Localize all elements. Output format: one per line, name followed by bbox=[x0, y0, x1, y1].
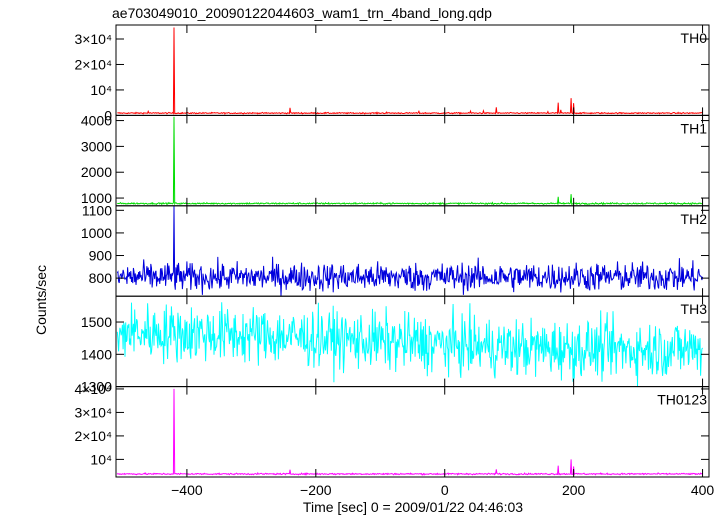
y-tick-label: 10⁴ bbox=[90, 451, 112, 467]
y-tick-label: 1000 bbox=[81, 225, 112, 241]
x-tick-label: 400 bbox=[691, 482, 715, 498]
series-line-th3 bbox=[116, 302, 704, 387]
panel-label-th3: TH3 bbox=[681, 301, 708, 317]
y-tick-label: 3×10⁴ bbox=[74, 31, 112, 47]
y-tick-label: 1300 bbox=[81, 379, 112, 395]
x-tick-label: 0 bbox=[441, 482, 449, 498]
x-tick-label: −200 bbox=[300, 482, 332, 498]
x-axis-label: Time [sec] 0 = 2009/01/22 04:46:03 bbox=[303, 499, 523, 515]
y-tick-label: 0 bbox=[104, 107, 112, 123]
panel-frame-th0123 bbox=[115, 386, 710, 478]
series-line-th0 bbox=[117, 27, 704, 115]
y-tick-label: 4×10⁴ bbox=[74, 381, 112, 397]
y-tick-label: 900 bbox=[89, 248, 113, 264]
y-tick-label: 2000 bbox=[81, 164, 112, 180]
y-tick-label: 2×10⁴ bbox=[74, 428, 112, 444]
series-line-th1 bbox=[116, 116, 703, 206]
y-tick-label: 3×10⁴ bbox=[74, 404, 112, 420]
y-tick-label: 4000 bbox=[81, 113, 112, 129]
y-tick-label: 2×10⁴ bbox=[74, 56, 112, 72]
y-tick-label: 3000 bbox=[81, 138, 112, 154]
y-axis-label: Counts/sec bbox=[33, 265, 49, 335]
x-tick-label: −400 bbox=[171, 482, 203, 498]
series-line-th2 bbox=[116, 205, 704, 297]
y-tick-label: 1000 bbox=[81, 190, 112, 206]
x-tick-label: 200 bbox=[562, 482, 586, 498]
panel-label-th1: TH1 bbox=[681, 120, 708, 136]
y-tick-label: 800 bbox=[89, 270, 113, 286]
panel-label-th0: TH0 bbox=[681, 30, 708, 46]
series-line-th0123 bbox=[116, 388, 703, 476]
panel-frame-th1 bbox=[115, 114, 710, 207]
y-tick-label: 10⁴ bbox=[90, 82, 112, 98]
chart-title: ae703049010_20090122044603_wam1_trn_4ban… bbox=[112, 5, 492, 21]
y-tick-label: 1100 bbox=[82, 202, 112, 218]
panel-label-th0123: TH0123 bbox=[657, 392, 707, 408]
y-tick-label: 1500 bbox=[81, 314, 112, 330]
panel-frame-th0 bbox=[115, 24, 710, 116]
panel-label-th2: TH2 bbox=[681, 211, 708, 227]
y-tick-label: 1400 bbox=[81, 346, 112, 362]
